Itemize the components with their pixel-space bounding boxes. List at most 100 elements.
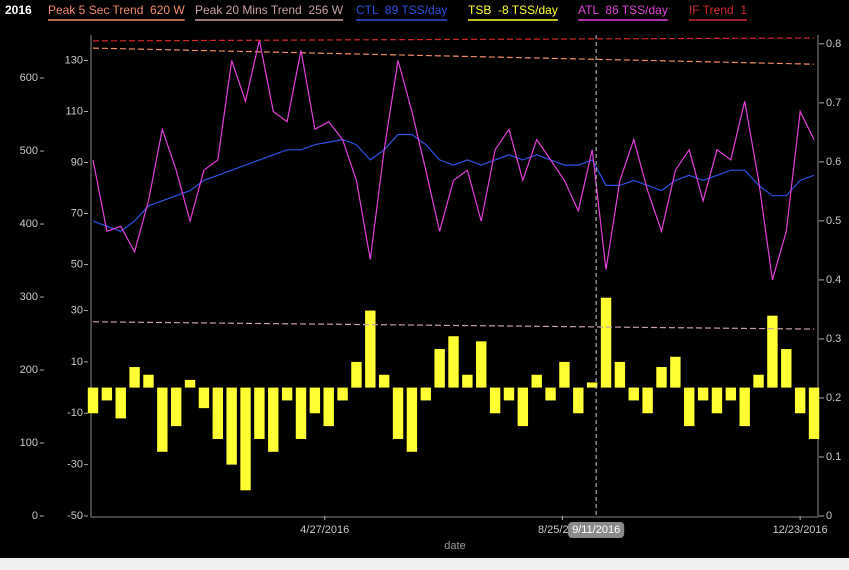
tsb-bar: [684, 387, 695, 427]
tsb-bar: [378, 374, 390, 388]
x-tick-label: 4/27/2016: [300, 524, 349, 536]
tsb-bar: [254, 387, 265, 439]
x-axis-title: date: [444, 540, 465, 552]
y-tick-label: 0: [826, 510, 832, 522]
tsb-bar: [600, 297, 612, 388]
tsb-bar: [309, 387, 321, 414]
tsb-bar: [226, 387, 237, 465]
legend-entry: CTL 89 TSS/day: [356, 3, 447, 17]
background: [0, 0, 849, 558]
tsb-bar: [365, 310, 376, 388]
series-line: [92, 47, 815, 65]
tsb-bar: [670, 356, 681, 388]
legend-entry: IF Trend 1: [689, 3, 747, 17]
y-tick-label: 0.1: [826, 451, 841, 463]
y-tick-label: -30: [67, 459, 83, 471]
y-tick-label: -10: [67, 407, 83, 419]
tsb-bar: [476, 341, 487, 388]
tsb-bar: [462, 374, 473, 388]
legend-entry: TSB -8 TSS/day: [468, 3, 558, 17]
tsb-bar: [739, 387, 750, 427]
series-line: [92, 321, 815, 330]
y-tick-label: 0.6: [826, 156, 841, 168]
y-tick-label: 70: [71, 207, 83, 219]
cursor-label-box: [568, 522, 625, 538]
tsb-bar: [295, 387, 307, 439]
tsb-bar: [545, 387, 556, 401]
tsb-bar: [406, 387, 418, 452]
tsb-bar: [281, 387, 293, 401]
tsb-bar: [143, 374, 154, 388]
tsb-bar: [129, 367, 140, 388]
y-tick-label: 10: [71, 356, 83, 368]
y-tick-label: 0.3: [826, 333, 841, 345]
x-tick-label: 12/23/2016: [773, 524, 828, 536]
tsb-bar: [642, 387, 653, 414]
legend-entry: Peak 5 Sec Trend 620 W: [48, 3, 185, 17]
tsb-bar: [517, 387, 529, 427]
series-line: [92, 133, 815, 232]
y-tick-label: 300: [20, 291, 38, 303]
tsb-bar: [240, 387, 251, 491]
tsb-bar: [392, 387, 404, 439]
status-strip: [0, 558, 849, 570]
tsb-bar: [503, 387, 515, 401]
tsb-bar: [212, 387, 223, 439]
legend-entry: Peak 20 Mins Trend 256 W: [195, 3, 344, 17]
tsb-bar: [420, 387, 431, 401]
tsb-bar: [725, 387, 737, 401]
tsb-bar: [697, 387, 709, 401]
y-tick-label: -50: [67, 510, 83, 522]
y-tick-label: 0.7: [826, 97, 841, 109]
y-tick-label: 600: [20, 72, 38, 84]
y-tick-label: 100: [20, 437, 38, 449]
tsb-bar: [323, 387, 334, 427]
tsb-bar: [115, 387, 126, 419]
tsb-bar: [808, 387, 820, 439]
tsb-bar: [184, 379, 196, 388]
tsb-bar: [351, 361, 362, 388]
tsb-bar: [614, 361, 626, 388]
tsb-bar: [656, 367, 667, 388]
tsb-bar: [268, 387, 279, 452]
y-tick-label: 30: [71, 304, 83, 316]
tsb-bar: [434, 349, 445, 388]
tsb-bar: [711, 387, 723, 414]
y-tick-label: 200: [20, 364, 38, 376]
tsb-bar: [531, 374, 542, 388]
y-tick-label: 400: [20, 218, 38, 230]
tsb-bar: [170, 387, 182, 427]
tsb-bar: [794, 387, 806, 414]
chart-title: 2016: [5, 3, 32, 17]
cursor-label: 9/11/2016: [572, 524, 620, 536]
tsb-bar: [101, 387, 113, 401]
tsb-bar: [628, 387, 639, 401]
tsb-bar: [781, 349, 792, 388]
legend-entry: ATL 86 TSS/day: [578, 3, 668, 17]
tsb-bar: [198, 387, 210, 409]
y-tick-label: 130: [65, 54, 83, 66]
tsb-bar: [586, 382, 598, 388]
series-line: [92, 39, 815, 280]
tsb-bar: [489, 387, 501, 414]
y-tick-label: 90: [71, 156, 83, 168]
y-tick-label: 110: [65, 105, 83, 117]
tsb-bar: [753, 374, 764, 388]
y-tick-label: 50: [71, 258, 83, 270]
tsb-bar: [448, 336, 459, 388]
tsb-bar: [157, 387, 168, 452]
tsb-bar: [87, 387, 99, 414]
y-tick-label: 500: [20, 145, 38, 157]
y-tick-label: 0.8: [826, 38, 841, 50]
tsb-bar: [337, 387, 348, 401]
y-tick-label: 0.4: [826, 274, 841, 286]
series-line: [92, 37, 815, 42]
y-tick-label: 0.5: [826, 215, 841, 227]
y-tick-label: 0.2: [826, 392, 841, 404]
y-tick-label: 0: [32, 510, 38, 522]
tsb-bar: [559, 361, 570, 388]
tsb-bar: [767, 315, 778, 388]
tsb-bar: [573, 387, 584, 414]
